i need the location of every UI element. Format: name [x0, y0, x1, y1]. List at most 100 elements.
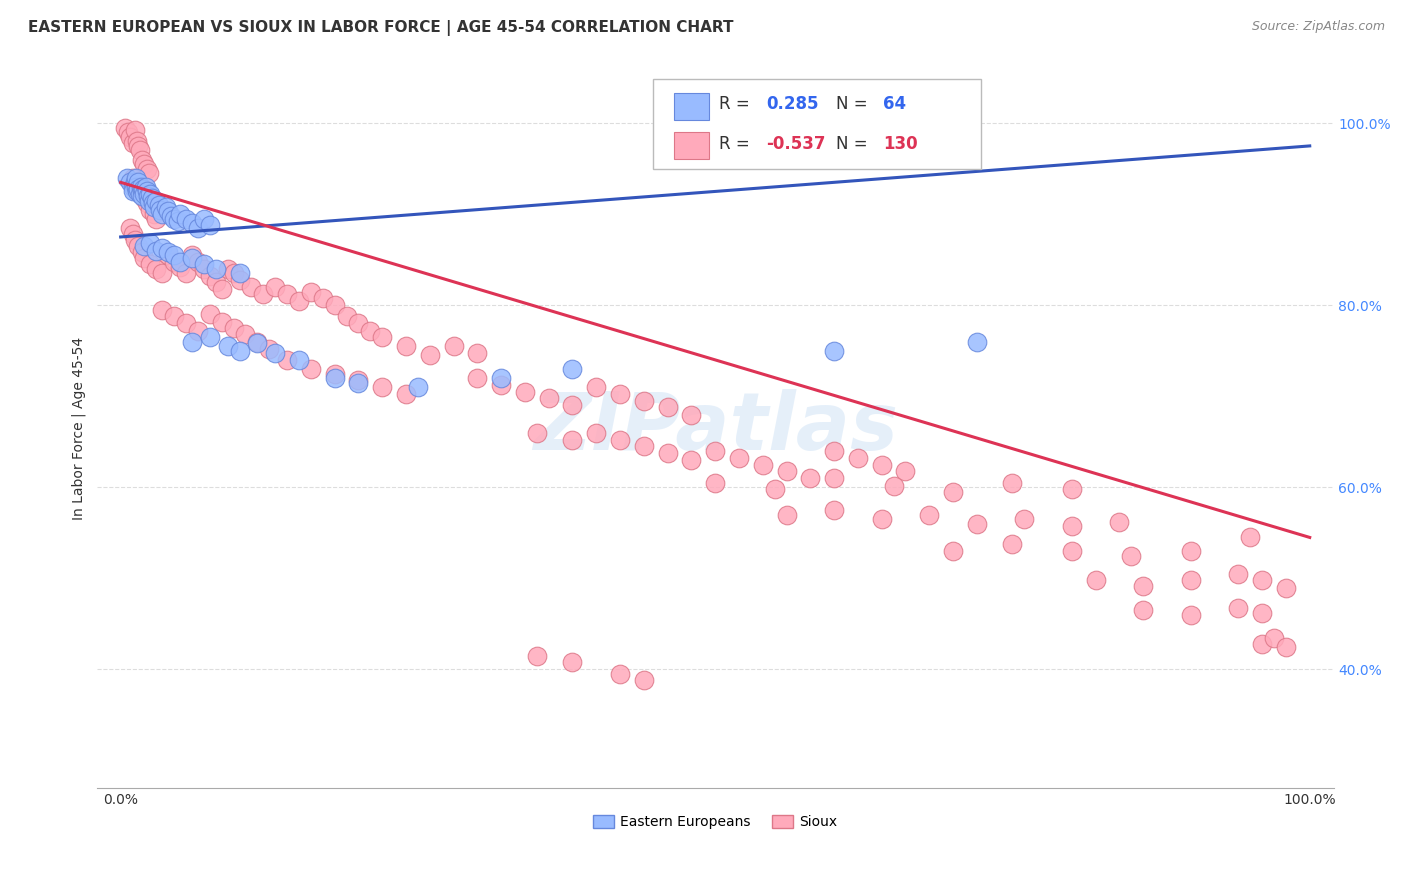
Point — [127, 185, 149, 199]
Point — [174, 266, 197, 280]
Point — [609, 387, 631, 401]
Point — [489, 378, 512, 392]
Point — [799, 471, 821, 485]
Point — [846, 451, 869, 466]
Point — [561, 398, 583, 412]
Point — [145, 244, 167, 258]
Point — [145, 194, 167, 208]
Point — [128, 187, 150, 202]
Point — [145, 211, 167, 226]
Point — [150, 241, 173, 255]
Point — [1014, 512, 1036, 526]
Point — [1180, 607, 1202, 622]
Point — [775, 508, 797, 522]
Point — [198, 269, 221, 284]
Point — [1132, 579, 1154, 593]
Point — [174, 211, 197, 226]
Point — [633, 439, 655, 453]
Point — [323, 367, 346, 381]
Point — [134, 187, 156, 202]
Point — [169, 207, 191, 221]
Point — [163, 254, 186, 268]
Point — [114, 120, 136, 135]
Point — [276, 352, 298, 367]
Point — [131, 185, 153, 199]
Point — [1263, 631, 1285, 645]
Point — [145, 261, 167, 276]
Point — [127, 175, 149, 189]
Point — [335, 309, 357, 323]
Point — [966, 334, 988, 349]
Point — [135, 196, 157, 211]
Point — [1180, 573, 1202, 587]
Point — [657, 446, 679, 460]
Point — [1108, 515, 1130, 529]
Point — [288, 352, 311, 367]
Point — [128, 144, 150, 158]
Point — [633, 393, 655, 408]
Point — [211, 315, 233, 329]
Point — [115, 170, 138, 185]
Point — [1180, 544, 1202, 558]
Point — [312, 291, 335, 305]
Point — [163, 248, 186, 262]
Point — [1001, 475, 1024, 490]
Point — [228, 273, 250, 287]
Text: 0.285: 0.285 — [766, 95, 818, 113]
Point — [138, 194, 160, 208]
Point — [121, 180, 143, 194]
Point — [371, 330, 394, 344]
Point — [217, 339, 239, 353]
Point — [276, 287, 298, 301]
Point — [157, 204, 180, 219]
Point — [395, 387, 418, 401]
Point — [526, 648, 548, 663]
Point — [120, 220, 142, 235]
Point — [150, 266, 173, 280]
Point — [942, 544, 965, 558]
Point — [131, 245, 153, 260]
Point — [681, 408, 703, 422]
Point — [127, 139, 149, 153]
Point — [131, 153, 153, 167]
Point — [467, 345, 489, 359]
Point — [633, 673, 655, 688]
Point — [163, 211, 186, 226]
Text: 64: 64 — [883, 95, 907, 113]
Point — [918, 508, 941, 522]
Point — [883, 478, 905, 492]
Point — [181, 334, 204, 349]
Point — [134, 191, 156, 205]
Point — [163, 309, 186, 323]
Point — [1060, 544, 1083, 558]
Point — [142, 207, 165, 221]
Point — [870, 458, 893, 472]
Point — [139, 202, 162, 217]
Point — [323, 371, 346, 385]
Point — [823, 503, 845, 517]
Point — [942, 484, 965, 499]
Point — [1060, 518, 1083, 533]
Point — [120, 175, 142, 189]
Point — [299, 285, 322, 299]
Point — [1251, 637, 1274, 651]
Point — [117, 125, 139, 139]
Y-axis label: In Labor Force | Age 45-54: In Labor Force | Age 45-54 — [72, 336, 86, 520]
Point — [1121, 549, 1143, 563]
Point — [467, 371, 489, 385]
Point — [1227, 600, 1250, 615]
Point — [134, 239, 156, 253]
Point — [150, 302, 173, 317]
Point — [252, 287, 274, 301]
Point — [131, 189, 153, 203]
Point — [823, 444, 845, 458]
Point — [181, 216, 204, 230]
Point — [264, 345, 287, 359]
Point — [526, 425, 548, 440]
Point — [264, 280, 287, 294]
Point — [246, 336, 269, 351]
Point — [347, 376, 370, 390]
Point — [1060, 482, 1083, 496]
Point — [259, 342, 281, 356]
Point — [155, 200, 177, 214]
